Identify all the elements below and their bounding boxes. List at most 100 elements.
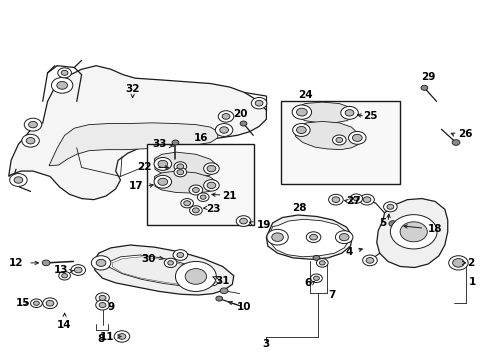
Circle shape	[200, 195, 205, 199]
Text: 8: 8	[97, 334, 104, 343]
Circle shape	[164, 258, 177, 267]
Circle shape	[74, 267, 82, 273]
Circle shape	[91, 256, 111, 270]
Circle shape	[388, 221, 396, 226]
Text: 26: 26	[458, 129, 472, 139]
Circle shape	[291, 105, 311, 119]
Circle shape	[189, 185, 202, 195]
Circle shape	[292, 123, 309, 136]
Circle shape	[183, 201, 190, 206]
Circle shape	[181, 199, 193, 208]
Circle shape	[46, 300, 54, 306]
Circle shape	[420, 85, 427, 90]
Circle shape	[296, 126, 305, 134]
Circle shape	[352, 134, 362, 141]
Circle shape	[185, 269, 206, 284]
Circle shape	[399, 222, 427, 242]
Circle shape	[236, 216, 250, 226]
Circle shape	[448, 256, 467, 270]
Circle shape	[335, 231, 352, 244]
Circle shape	[177, 170, 183, 175]
Circle shape	[189, 206, 202, 215]
Text: 3: 3	[262, 339, 269, 349]
Circle shape	[26, 138, 35, 144]
Text: 19: 19	[256, 220, 270, 230]
Circle shape	[331, 197, 339, 203]
Circle shape	[61, 70, 68, 75]
Circle shape	[167, 261, 173, 265]
Text: 22: 22	[137, 162, 152, 172]
Circle shape	[319, 261, 325, 265]
Circle shape	[175, 261, 216, 292]
Circle shape	[99, 296, 106, 300]
Text: 32: 32	[125, 84, 140, 94]
Circle shape	[174, 162, 186, 171]
Circle shape	[192, 188, 199, 193]
Circle shape	[203, 163, 219, 174]
Circle shape	[349, 194, 362, 203]
Circle shape	[383, 202, 396, 212]
Circle shape	[33, 301, 39, 305]
Polygon shape	[9, 66, 266, 200]
Circle shape	[158, 178, 167, 185]
Text: 13: 13	[54, 265, 68, 275]
Circle shape	[271, 233, 283, 242]
Bar	[147, 144, 254, 225]
Text: 11: 11	[100, 332, 114, 342]
Circle shape	[154, 175, 171, 188]
Circle shape	[366, 257, 373, 263]
Text: 5: 5	[379, 218, 386, 228]
Circle shape	[310, 274, 322, 283]
Circle shape	[154, 157, 171, 170]
Circle shape	[340, 107, 358, 119]
Circle shape	[222, 113, 229, 119]
Circle shape	[96, 300, 109, 310]
Text: 1: 1	[468, 277, 475, 287]
Circle shape	[255, 100, 263, 106]
Polygon shape	[269, 219, 348, 257]
Circle shape	[215, 296, 222, 301]
Circle shape	[58, 68, 71, 78]
Text: 24: 24	[297, 90, 312, 100]
Circle shape	[71, 265, 85, 275]
Circle shape	[332, 135, 346, 145]
Polygon shape	[112, 257, 216, 286]
Circle shape	[316, 258, 327, 267]
Circle shape	[206, 165, 215, 172]
Circle shape	[99, 302, 106, 307]
Polygon shape	[154, 152, 217, 177]
Circle shape	[251, 98, 266, 109]
Circle shape	[309, 234, 317, 240]
Circle shape	[61, 274, 67, 278]
Polygon shape	[266, 215, 352, 259]
Text: 2: 2	[466, 258, 473, 268]
Circle shape	[206, 182, 215, 189]
Circle shape	[114, 331, 129, 342]
Circle shape	[192, 208, 199, 213]
Circle shape	[177, 252, 183, 257]
Text: 15: 15	[16, 298, 30, 308]
Text: 23: 23	[205, 203, 220, 213]
Polygon shape	[376, 199, 447, 267]
Circle shape	[174, 167, 186, 177]
Circle shape	[22, 134, 39, 147]
Circle shape	[14, 177, 23, 183]
Polygon shape	[49, 123, 217, 166]
Text: 20: 20	[233, 109, 247, 118]
Text: 4: 4	[345, 247, 352, 257]
Text: 31: 31	[215, 276, 229, 286]
Circle shape	[339, 234, 348, 241]
Text: 9: 9	[107, 302, 114, 312]
Polygon shape	[94, 245, 233, 295]
Circle shape	[10, 174, 27, 186]
Circle shape	[172, 140, 179, 145]
Text: 29: 29	[420, 72, 435, 82]
Text: 30: 30	[141, 253, 156, 264]
Circle shape	[215, 123, 232, 136]
Text: 12: 12	[9, 258, 23, 268]
Text: 17: 17	[129, 181, 143, 192]
Circle shape	[345, 110, 353, 116]
Text: 28: 28	[291, 203, 306, 213]
Circle shape	[313, 276, 319, 280]
Circle shape	[96, 259, 106, 266]
